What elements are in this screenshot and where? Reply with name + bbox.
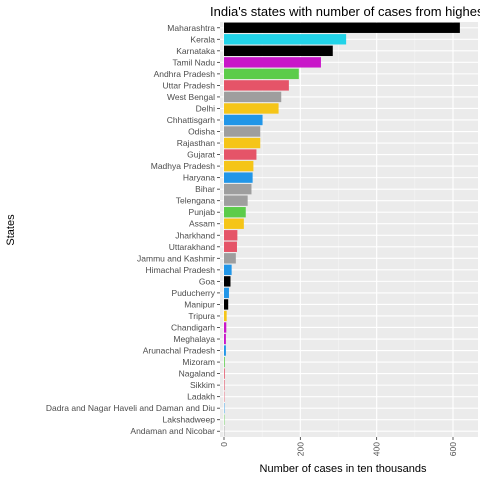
y-tick-label: Uttar Pradesh (163, 80, 216, 90)
chart-title: India's states with number of cases from… (210, 4, 480, 19)
bar (224, 161, 253, 171)
y-tick-label: Dadra and Nagar Haveli and Daman and Diu (46, 403, 215, 413)
x-tick-label: 0 (219, 442, 229, 447)
y-tick-label: Goa (199, 276, 215, 286)
x-tick-label: 200 (295, 442, 305, 456)
bar (224, 322, 226, 332)
bar (224, 357, 225, 367)
y-tick-label: Assam (189, 219, 215, 229)
y-tick-label: Manipur (184, 299, 215, 309)
y-tick-label: West Bengal (167, 92, 215, 102)
y-tick-label: Meghalaya (173, 334, 215, 344)
x-tick-layer: 0 200 400 600 (219, 437, 458, 456)
x-axis-title: Number of cases in ten thousands (260, 463, 427, 475)
y-tick-label: Punjab (189, 207, 216, 217)
y-tick-label: Bihar (195, 184, 215, 194)
bar (224, 172, 253, 182)
bar (224, 380, 225, 390)
bar (224, 103, 279, 113)
y-tick-label: Puducherry (172, 288, 216, 298)
y-tick-label: Chandigarh (171, 322, 215, 332)
y-tick-label: Chhattisgarh (167, 115, 215, 125)
bar (224, 184, 251, 194)
bar (224, 80, 289, 90)
y-tick-label: Karnataka (176, 46, 215, 56)
y-tick-label: Andhra Pradesh (154, 69, 216, 79)
y-tick-label: Telengana (176, 196, 216, 206)
y-tick-label: Maharashtra (167, 23, 215, 33)
x-tick-label: 600 (448, 442, 458, 456)
y-tick-label: Tripura (188, 311, 215, 321)
bar (224, 276, 230, 286)
y-tick-label: Mizoram (182, 357, 215, 367)
bar (224, 288, 229, 298)
bar (224, 126, 260, 136)
bar (224, 253, 236, 263)
bar (224, 311, 227, 321)
bar (224, 46, 333, 56)
bar (224, 265, 232, 275)
y-tick-label: Lakshadweep (163, 415, 216, 425)
y-tick-label: Uttarakhand (169, 242, 216, 252)
y-tick-label: Tamil Nadu (172, 57, 215, 67)
bar (224, 23, 460, 33)
bar (224, 57, 321, 67)
y-tick-label: Jammu and Kashmir (137, 253, 215, 263)
bar (224, 299, 228, 309)
bar (224, 345, 226, 355)
y-tick-label: Himachal Pradesh (146, 265, 216, 275)
bar (224, 195, 248, 205)
y-tick-label: Nagaland (179, 369, 216, 379)
y-tick-label: Sikkim (190, 380, 215, 390)
bar (224, 115, 263, 125)
y-tick-label: Madhya Pradesh (151, 161, 216, 171)
bar (224, 92, 281, 102)
bar (224, 69, 299, 79)
y-tick-label: Jharkhand (175, 230, 215, 240)
y-tick-label: Gujarat (187, 150, 216, 160)
y-tick-label: Andaman and Nicobar (130, 426, 215, 436)
y-tick-label: Kerala (190, 34, 215, 44)
y-tick-label: Ladakh (187, 392, 215, 402)
bar (224, 138, 260, 148)
y-axis-title: States (5, 214, 17, 246)
bar (224, 334, 226, 344)
y-tick-label: Haryana (183, 173, 215, 183)
x-tick-label: 400 (372, 442, 382, 456)
y-tick-label: Rajasthan (177, 138, 216, 148)
bar (224, 149, 256, 159)
bar (224, 230, 237, 240)
bar (224, 34, 346, 44)
y-tick-label: Delhi (196, 103, 215, 113)
y-tick-label: Odisha (188, 127, 215, 137)
bar (224, 207, 246, 217)
bar (224, 368, 225, 378)
y-tick-label: Arunachal Pradesh (143, 346, 216, 356)
bar (224, 219, 244, 229)
bar (224, 242, 237, 252)
